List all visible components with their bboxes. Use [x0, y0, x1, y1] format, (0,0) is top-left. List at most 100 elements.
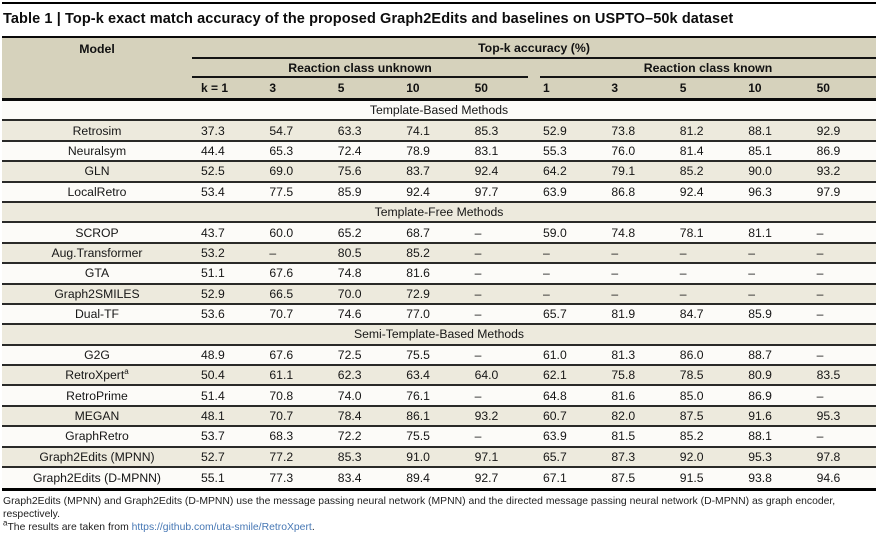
accuracy-value-cell: 86.9 [748, 388, 772, 403]
accuracy-value-cell: 63.9 [543, 184, 567, 199]
accuracy-value-cell: 78.1 [679, 225, 704, 240]
accuracy-value-cell: – [816, 286, 824, 301]
accuracy-value-cell: 63.3 [337, 123, 362, 138]
accuracy-value-cell: 76.1 [406, 388, 430, 403]
accuracy-value-cell: 83.7 [406, 164, 430, 179]
accuracy-value-cell: 85.1 [748, 143, 772, 158]
model-name-cell: G2G [84, 347, 110, 362]
k-column-header: 10 [406, 81, 420, 95]
table-row: Graph2Edits (D-MPNN) 55.1 77.3 83.4 89.4 92.7… [2, 468, 876, 489]
accuracy-value-cell: 65.7 [543, 307, 567, 322]
section-header-row: Semi-Template-Based Methods [2, 325, 876, 346]
accuracy-value-cell: – [611, 286, 619, 301]
accuracy-value-cell: 62.1 [543, 368, 567, 383]
accuracy-value-cell: 91.0 [406, 449, 430, 464]
accuracy-value-cell: 77.3 [269, 471, 294, 486]
accuracy-value-cell: 61.1 [269, 368, 294, 383]
accuracy-value-cell: 77.2 [269, 449, 294, 464]
accuracy-value-cell: 69.0 [269, 164, 294, 179]
accuracy-value-cell: 86.0 [679, 347, 704, 362]
accuracy-value-cell: 92.0 [679, 449, 704, 464]
section-header-row: Template-Based Methods [2, 101, 876, 122]
accuracy-value-cell: 81.2 [679, 123, 704, 138]
accuracy-value-cell: 93.2 [816, 164, 841, 179]
accuracy-value-cell: 78.4 [337, 409, 362, 424]
accuracy-value-cell: 83.1 [474, 143, 499, 158]
accuracy-value-cell: 88.7 [748, 347, 772, 362]
accuracy-value-cell: 53.2 [201, 245, 225, 260]
footnote-line-2-period: . [311, 522, 315, 534]
accuracy-value-cell: 81.4 [679, 143, 704, 158]
accuracy-value-cell: 63.9 [543, 429, 567, 444]
accuracy-value-cell: 76.0 [611, 143, 636, 158]
model-name-cell: RetroPrime [66, 388, 128, 403]
table-title: Table 1 | Top-k exact match accuracy of … [3, 11, 734, 27]
accuracy-value-cell: 64.8 [543, 388, 567, 403]
accuracy-value-cell: 85.9 [748, 307, 772, 322]
accuracy-value-cell: 72.9 [406, 286, 430, 301]
accuracy-value-cell: 91.5 [679, 471, 704, 486]
accuracy-value-cell: 82.0 [611, 409, 636, 424]
accuracy-value-cell: 62.3 [337, 368, 362, 383]
accuracy-value-cell: 67.6 [269, 266, 294, 281]
model-name-cell: Retrosim [72, 123, 122, 138]
accuracy-value-cell: 78.9 [406, 143, 430, 158]
k-column-header: 10 [748, 81, 762, 95]
accuracy-value-cell: 77.0 [406, 307, 430, 322]
accuracy-value-cell: 64.2 [543, 164, 567, 179]
accuracy-value-cell: 87.3 [611, 449, 636, 464]
accuracy-value-cell: 97.1 [474, 449, 499, 464]
accuracy-value-cell: 81.1 [748, 225, 772, 240]
accuracy-value-cell: – [474, 347, 482, 362]
k-column-header: 50 [816, 81, 830, 95]
accuracy-value-cell: 95.3 [816, 409, 841, 424]
accuracy-value-cell: 80.5 [337, 245, 362, 260]
accuracy-value-cell: 92.4 [474, 164, 499, 179]
accuracy-value-cell: – [816, 347, 824, 362]
section-header-row: Template-Free Methods [2, 202, 876, 224]
accuracy-value-cell: 83.4 [337, 471, 362, 486]
footnote-line-1: Graph2Edits (MPNN) and Graph2Edits (D-MP… [3, 496, 836, 521]
accuracy-value-cell: – [816, 266, 824, 281]
table-row: RetroXperta 50.4 61.1 62.3 63.4 64.0 62.1 75.8 7… [2, 366, 876, 387]
accuracy-value-cell: 75.6 [337, 164, 362, 179]
k-column-header: 3 [269, 81, 277, 95]
model-superscript: a [124, 367, 129, 377]
header-spacer [2, 59, 192, 78]
accuracy-value-cell: 61.0 [543, 347, 567, 362]
accuracy-value-cell: 97.8 [816, 449, 841, 464]
table-row: Aug.Transformer 53.2 – 80.5 85.2 – – – – – – [2, 243, 876, 265]
accuracy-value-cell: 97.9 [816, 184, 841, 199]
footnote-line-2: aThe results are taken from https://gith… [3, 519, 875, 535]
accuracy-value-cell: 74.6 [337, 307, 362, 322]
model-name-cell: GraphRetro [65, 429, 129, 444]
accuracy-value-cell: 85.9 [337, 184, 362, 199]
accuracy-value-cell: 64.0 [474, 368, 499, 383]
model-name-cell: Aug.Transformer [51, 245, 143, 260]
accuracy-value-cell: 87.5 [679, 409, 704, 424]
accuracy-value-cell: 92.4 [679, 184, 704, 199]
accuracy-value-cell: 74.1 [406, 123, 430, 138]
accuracy-value-cell: – [474, 286, 482, 301]
accuracy-value-cell: 75.8 [611, 368, 636, 383]
accuracy-value-cell: 53.4 [201, 184, 225, 199]
table-row: GTA 51.1 67.6 74.8 81.6 – – – – – – [2, 264, 876, 285]
retroxpert-github-link[interactable]: https://github.com/uta-smile/RetroXpert [131, 522, 312, 534]
header-row-1: Model Top-k accuracy (%) [2, 38, 876, 59]
model-name-cell: GTA [84, 266, 110, 281]
accuracy-value-cell: – [611, 266, 619, 281]
accuracy-value-cell: 93.2 [474, 409, 499, 424]
accuracy-value-cell: 84.7 [679, 307, 704, 322]
accuracy-value-cell: 89.4 [406, 471, 430, 486]
accuracy-value-cell: 52.5 [201, 164, 225, 179]
topk-accuracy-header: Top-k accuracy (%) [192, 38, 876, 59]
accuracy-value-cell: 48.1 [201, 409, 225, 424]
accuracy-value-cell: 68.3 [269, 429, 294, 444]
accuracy-value-cell: 60.7 [543, 409, 567, 424]
accuracy-value-cell: 85.0 [679, 388, 704, 403]
accuracy-value-cell: 70.7 [269, 409, 294, 424]
model-column-header: Model [79, 41, 115, 56]
accuracy-value-cell: – [748, 266, 755, 281]
accuracy-value-cell: 83.5 [816, 368, 841, 383]
